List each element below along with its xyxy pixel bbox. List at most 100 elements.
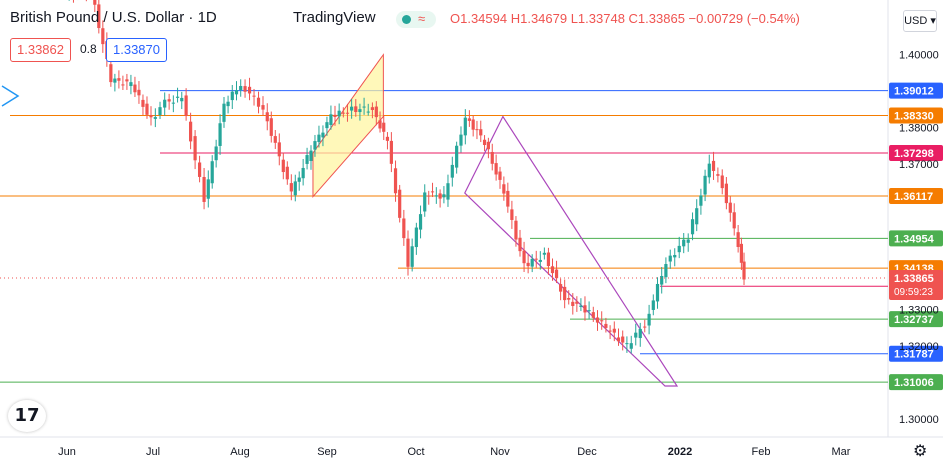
candle-body	[230, 91, 234, 101]
candle-body	[643, 326, 647, 328]
currency-select[interactable]: USD ▾	[903, 10, 937, 32]
candle-body	[265, 112, 269, 122]
candle-body	[202, 176, 206, 202]
candle-body	[393, 168, 398, 194]
candle-body	[137, 89, 141, 96]
time-tick-label: Jun	[58, 446, 76, 458]
candle-body	[121, 84, 125, 86]
candle-body	[638, 328, 642, 339]
level-tag	[889, 374, 943, 391]
time-tick-label: 2022	[668, 446, 692, 458]
candle-body	[378, 120, 382, 129]
candle-body	[362, 106, 366, 108]
candle-body	[522, 250, 526, 264]
time-tick-label: Dec	[577, 446, 597, 458]
candle-body	[113, 78, 117, 83]
price-tick-label: 1.38000	[899, 122, 939, 134]
candle-body	[736, 232, 740, 247]
candle-body	[518, 237, 522, 252]
candle-body	[591, 312, 595, 318]
candle-body	[175, 96, 180, 98]
candle-body	[575, 301, 579, 304]
candle-body	[305, 155, 309, 164]
candle-body	[226, 101, 230, 107]
candle-body	[742, 261, 746, 280]
candle-body	[542, 252, 546, 255]
candle-body	[252, 95, 256, 97]
time-tick-label: Jul	[146, 446, 160, 458]
countdown-label: 09:59:23	[894, 287, 933, 298]
candle-body	[502, 184, 506, 194]
candle-body	[430, 191, 435, 193]
candle-body	[703, 175, 707, 195]
candle-body	[141, 99, 145, 107]
collapse-arrow-icon[interactable]	[0, 82, 24, 112]
candle-body	[410, 246, 414, 267]
candle-body	[587, 310, 591, 312]
candle-body	[595, 317, 600, 323]
level-label: 1.39012	[894, 86, 934, 98]
candle-body	[608, 330, 612, 332]
candle-body	[475, 129, 479, 131]
candle-body	[625, 343, 629, 345]
candle-body	[101, 28, 105, 45]
candle-body	[446, 183, 450, 200]
candle-body	[354, 106, 358, 113]
settings-gear-icon[interactable]: ⚙	[913, 443, 928, 460]
candle-body	[97, 4, 101, 29]
sell-button[interactable]: 1.33862	[10, 38, 71, 62]
candle-body	[442, 194, 446, 198]
candle-body	[600, 320, 604, 322]
candle-body	[427, 195, 431, 197]
candle-body	[214, 146, 218, 161]
candle-body	[677, 245, 681, 253]
candle-body	[289, 183, 293, 192]
candle-body	[668, 255, 672, 262]
market-open-icon	[402, 15, 411, 24]
candle-body	[550, 266, 555, 274]
candle-body	[418, 214, 423, 230]
candle-body	[234, 90, 239, 95]
candle-body	[732, 212, 736, 229]
data-source: TradingView	[293, 9, 376, 26]
level-label: 1.36117	[894, 191, 933, 203]
candle-body	[506, 190, 510, 207]
candle-body	[317, 134, 321, 143]
candle-body	[285, 166, 289, 180]
symbol-title[interactable]: British Pound / U.S. Dollar · 1D	[10, 9, 217, 26]
candle-body	[612, 328, 616, 333]
candle-body	[149, 115, 153, 118]
candle-body	[471, 119, 475, 130]
candle-body	[109, 64, 113, 83]
buy-button[interactable]: 1.33870	[106, 38, 167, 62]
candle-body	[350, 106, 354, 111]
candle-body	[490, 151, 494, 164]
candle-body	[313, 141, 317, 150]
candle-body	[117, 78, 121, 81]
level-label: 1.37298	[894, 148, 934, 160]
level-tag	[889, 82, 943, 99]
candle-body	[554, 269, 559, 279]
candle-body	[629, 343, 633, 349]
candle-body	[634, 332, 638, 338]
candle-body	[398, 189, 402, 218]
level-label: 1.38330	[894, 110, 934, 122]
candle-body	[690, 219, 695, 235]
candle-body	[498, 171, 502, 180]
candle-body	[494, 163, 498, 175]
candle-body	[329, 114, 333, 125]
candle-body	[345, 112, 350, 114]
candle-body	[711, 160, 716, 171]
candle-body	[655, 283, 660, 302]
candle-body	[239, 85, 243, 90]
candle-body	[337, 110, 341, 117]
candle-body	[616, 337, 621, 342]
candle-body	[707, 163, 711, 178]
price-tick-label: 1.33000	[899, 305, 939, 317]
market-status[interactable]: ≈	[396, 11, 436, 28]
candle-body	[728, 202, 732, 213]
candle-body	[293, 181, 297, 196]
candle-body	[145, 103, 149, 115]
candle-body	[482, 139, 487, 146]
